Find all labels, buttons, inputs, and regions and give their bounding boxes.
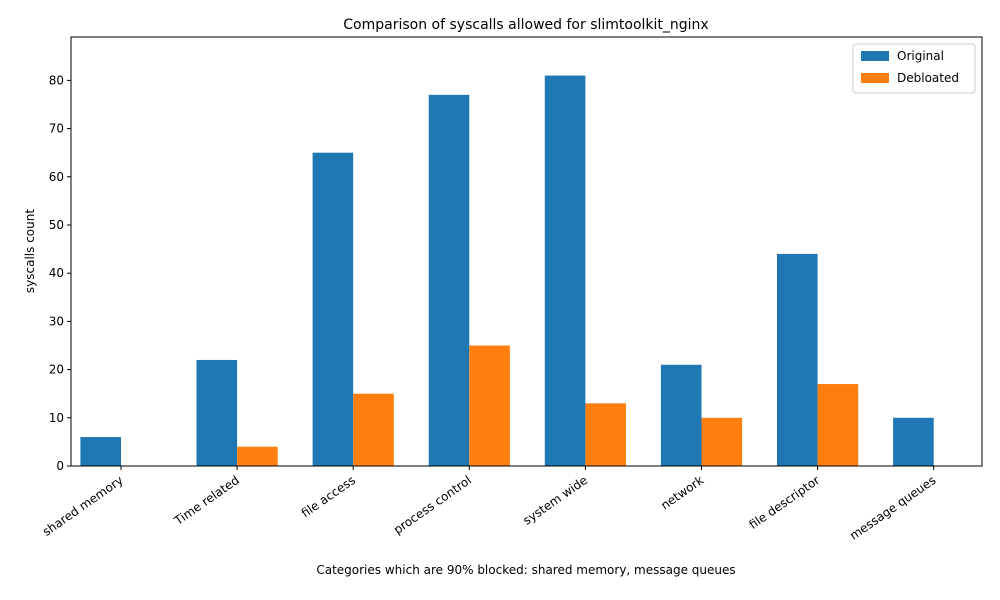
bar-debloated-2 xyxy=(353,393,394,466)
y-axis: 0 10 20 30 40 50 60 70 80 xyxy=(49,73,71,473)
legend-swatch-original xyxy=(861,51,889,61)
chart-title: Comparison of syscalls allowed for slimt… xyxy=(343,17,708,33)
y-tick-label: 70 xyxy=(49,122,64,136)
bar-original-2 xyxy=(312,152,354,466)
y-axis-title: syscalls count xyxy=(23,209,37,293)
bar-debloated-5 xyxy=(701,417,743,466)
bar-original-1 xyxy=(196,359,238,466)
x-tick-label: shared memory xyxy=(40,473,126,539)
y-tick-label: 60 xyxy=(49,170,64,184)
x-axis: shared memory Time related file access proc… xyxy=(40,466,938,543)
bar-debloated-4 xyxy=(585,403,626,466)
legend-swatch-debloated xyxy=(861,73,889,83)
x-tick-label: network xyxy=(658,473,706,512)
x-tick-label: process control xyxy=(391,473,474,537)
bar-original-3 xyxy=(428,94,470,466)
x-tick-label: file descriptor xyxy=(746,473,822,532)
legend: Original Debloated xyxy=(852,43,976,94)
x-tick-label: system wide xyxy=(520,473,590,528)
x-axis-title: Categories which are 90% blocked: shared… xyxy=(316,563,735,577)
bar-debloated-6 xyxy=(817,384,859,466)
bar-original-4 xyxy=(544,75,586,466)
y-tick-label: 50 xyxy=(49,218,64,232)
y-tick-label: 40 xyxy=(49,266,64,280)
y-tick-label: 10 xyxy=(49,411,64,425)
bar-original-6 xyxy=(777,253,818,466)
y-tick-label: 0 xyxy=(56,459,64,473)
x-tick-label: message queues xyxy=(847,473,938,543)
bar-debloated-3 xyxy=(469,345,510,466)
x-tick-label: file access xyxy=(299,473,358,520)
bar-original-7 xyxy=(893,417,934,466)
bar-debloated-1 xyxy=(237,446,278,466)
bar-original-0 xyxy=(80,437,121,466)
x-tick-label: Time related xyxy=(171,473,242,528)
legend-label-debloated: Debloated xyxy=(897,71,959,85)
plot-area-frame xyxy=(70,36,983,467)
bar-original-5 xyxy=(660,364,702,466)
legend-label-original: Original xyxy=(897,49,944,63)
bars-group xyxy=(80,75,934,466)
y-tick-label: 80 xyxy=(49,73,64,87)
y-tick-label: 30 xyxy=(49,314,64,328)
y-tick-label: 20 xyxy=(49,363,64,377)
